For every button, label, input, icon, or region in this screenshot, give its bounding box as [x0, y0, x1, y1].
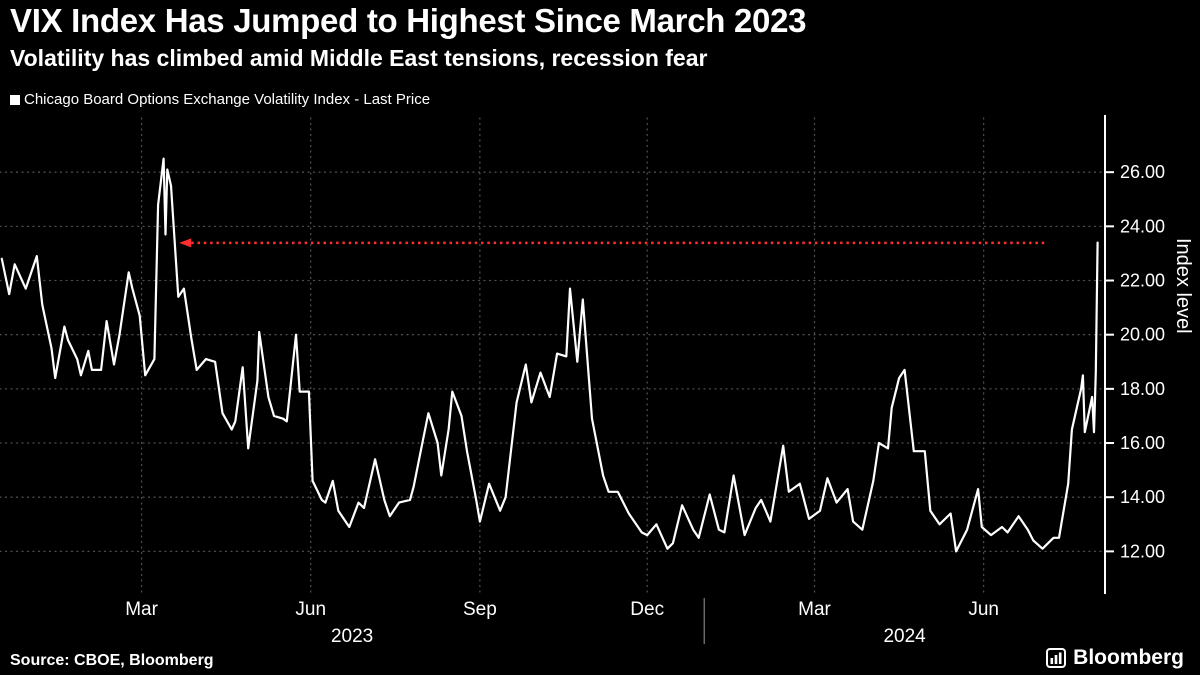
y-tick-label: 18.00	[1120, 379, 1165, 399]
x-tick-label: Dec	[630, 599, 664, 620]
chart-subtitle: Volatility has climbed amid Middle East …	[10, 45, 708, 71]
x-tick-label: Sep	[463, 599, 497, 620]
legend: Chicago Board Options Exchange Volatilit…	[10, 91, 430, 108]
y-tick-label: 20.00	[1120, 325, 1165, 345]
y-tick-label: 24.00	[1120, 216, 1165, 236]
source-credit: Source: CBOE, Bloomberg	[10, 652, 214, 669]
x-tick-label: Mar	[125, 599, 158, 620]
year-label: 2023	[331, 626, 373, 647]
legend-swatch-icon	[10, 94, 20, 105]
bloomberg-logo: Bloomberg	[1046, 646, 1184, 670]
y-tick-label: 26.00	[1120, 162, 1165, 182]
x-tick-label: Mar	[798, 599, 831, 620]
year-label: 2024	[883, 626, 926, 647]
x-tick-label: Jun	[295, 599, 326, 620]
bloomberg-logo-icon	[1046, 648, 1067, 668]
y-tick-label: 16.00	[1120, 433, 1165, 453]
bloomberg-wordmark: Bloomberg	[1073, 646, 1184, 669]
reference-line-arrow-icon	[179, 238, 192, 248]
x-tick-label: Jun	[968, 599, 999, 620]
chart-title: VIX Index Has Jumped to Highest Since Ma…	[10, 2, 807, 39]
y-tick-label: 14.00	[1120, 487, 1165, 507]
legend-label: Chicago Board Options Exchange Volatilit…	[24, 91, 431, 108]
y-tick-label: 12.00	[1120, 541, 1165, 561]
vix-price-line	[0, 157, 1099, 553]
vix-line-chart: 12.00 14.00 16.00 18.00 20.00 22.00 24.00 26.00…	[0, 115, 1165, 647]
y-axis-label: Index level	[1172, 238, 1194, 334]
y-tick-label: 22.00	[1120, 271, 1165, 291]
